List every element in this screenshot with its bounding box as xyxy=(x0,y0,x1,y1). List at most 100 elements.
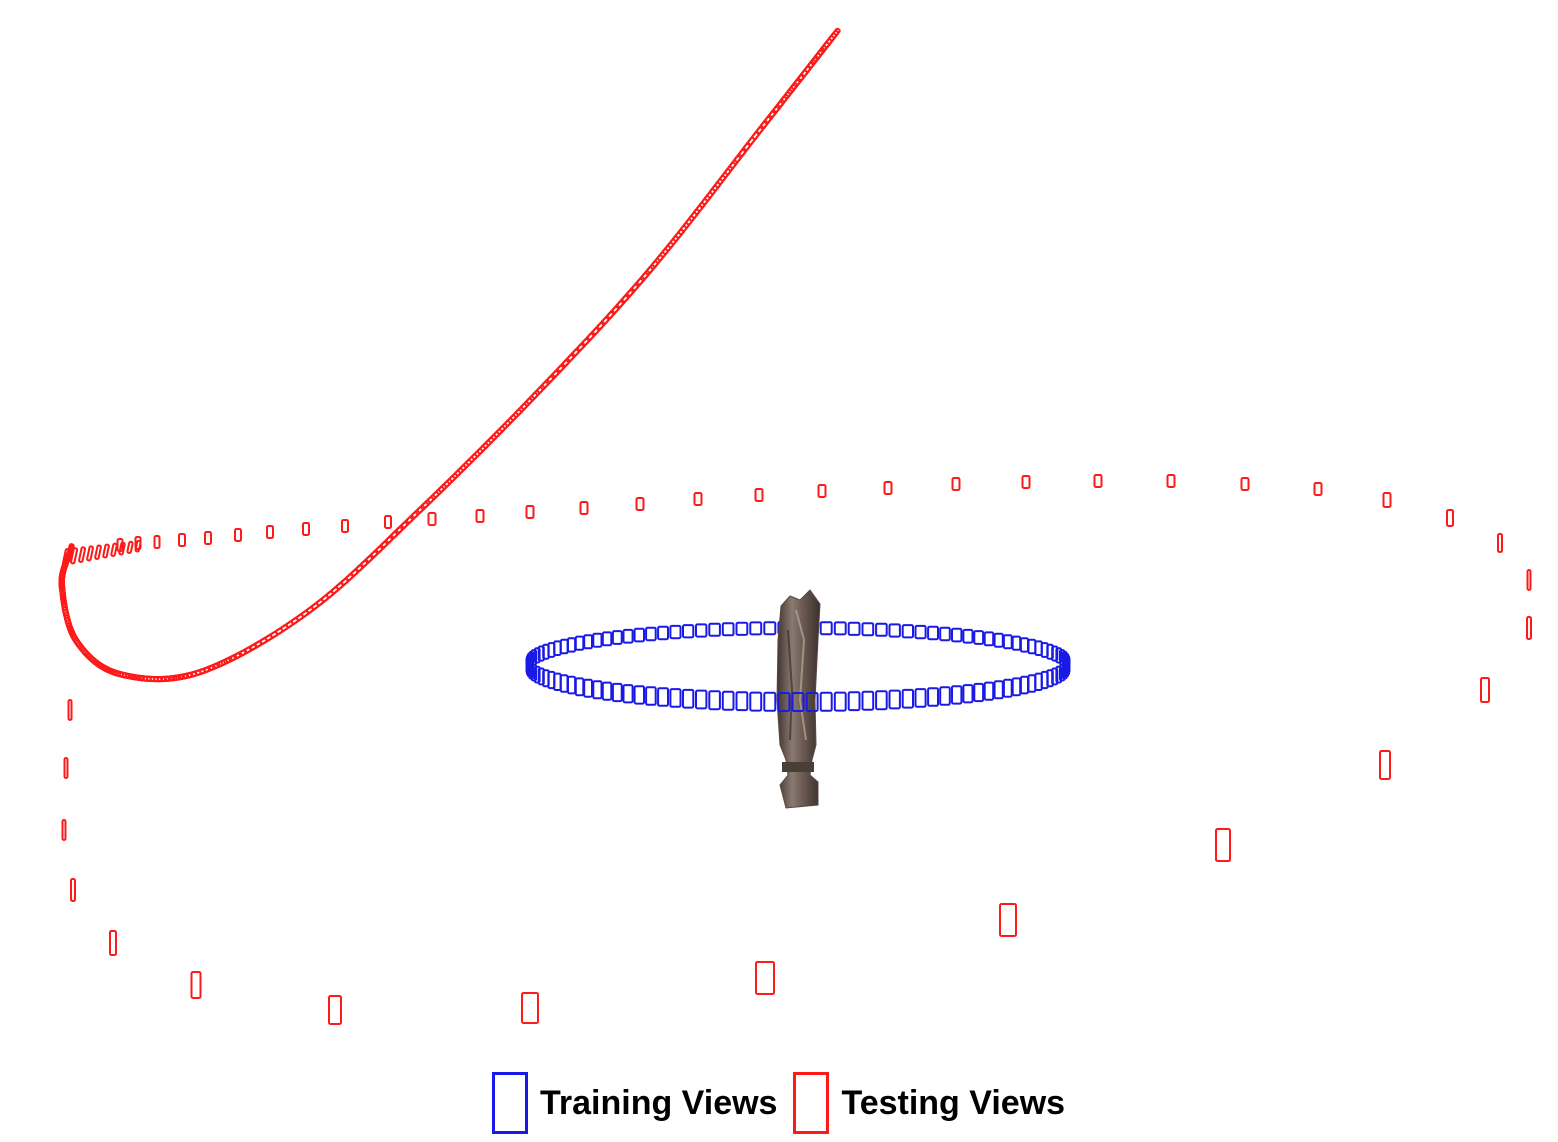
testing-view-frame xyxy=(537,376,554,393)
testing-view-frame xyxy=(316,591,333,606)
testing-view-frame xyxy=(516,398,533,415)
training-view-frame xyxy=(658,688,668,706)
testing-view-frame xyxy=(739,137,755,156)
training-view-frame xyxy=(835,693,846,711)
training-view-frame xyxy=(603,632,612,645)
testing-view-frame xyxy=(306,599,324,614)
testing-view-frame xyxy=(527,506,534,518)
testing-view-frame xyxy=(110,931,116,955)
testing-view-frame xyxy=(483,432,500,449)
testing-view-frame xyxy=(311,595,328,610)
testing-view-frame xyxy=(422,492,439,509)
testing-view-frame xyxy=(1216,829,1230,861)
testing-view-frame xyxy=(632,273,649,291)
testing-view-frame xyxy=(179,534,185,546)
legend: Training Views Testing Views xyxy=(492,1068,1081,1138)
testing-view-frame xyxy=(499,415,516,432)
testing-view-frame xyxy=(433,481,450,498)
testing-view-frame xyxy=(296,607,314,621)
testing-view-frame xyxy=(572,338,589,356)
testing-view-frame xyxy=(557,354,574,371)
testing-view-frame xyxy=(455,459,472,476)
testing-view-frame xyxy=(510,403,527,420)
testing-view-frame xyxy=(69,700,72,720)
testing-view-frame xyxy=(652,249,668,268)
training-view-frame xyxy=(683,625,693,637)
training-view-frame xyxy=(624,630,633,643)
testing-view-frame xyxy=(1498,534,1502,552)
testing-views-swatch xyxy=(793,1072,829,1134)
testing-view-frame xyxy=(303,523,309,535)
testing-view-frame xyxy=(391,522,408,538)
testing-view-frame xyxy=(637,267,654,285)
training-view-frame xyxy=(584,680,592,697)
testing-view-frame xyxy=(76,642,90,658)
testing-view-frame xyxy=(291,610,309,624)
training-view-frame xyxy=(821,622,832,634)
training-view-frame xyxy=(737,692,748,710)
training-view-frame xyxy=(916,626,926,638)
training-view-frame xyxy=(1035,674,1041,690)
training-view-frame xyxy=(940,628,950,641)
training-view-frame xyxy=(576,678,584,695)
training-view-frame xyxy=(723,623,734,635)
testing-view-frame xyxy=(1095,475,1102,487)
testing-view-frame xyxy=(642,261,658,279)
training-view-frame xyxy=(561,640,568,654)
testing-view-frame xyxy=(587,322,604,340)
testing-view-frame xyxy=(329,996,341,1024)
testing-view-frame xyxy=(71,879,75,901)
testing-view-frame xyxy=(265,628,283,641)
testing-view-frame xyxy=(417,497,434,513)
training-view-frame xyxy=(952,686,961,703)
training-view-frame xyxy=(696,691,706,709)
testing-view-frame xyxy=(1242,478,1249,490)
testing-view-frame xyxy=(612,295,629,313)
testing-view-frame xyxy=(577,333,594,351)
testing-view-frame xyxy=(1023,476,1030,488)
testing-view-frame xyxy=(505,409,522,426)
testing-view-frame xyxy=(1315,483,1322,495)
testing-view-frame xyxy=(429,513,436,525)
testing-view-frame xyxy=(427,486,444,503)
training-view-frame xyxy=(603,683,612,700)
testing-view-frame xyxy=(235,529,241,541)
training-view-frame xyxy=(584,635,592,648)
testing-view-frame xyxy=(79,547,86,562)
testing-view-frame xyxy=(1380,751,1390,779)
testing-view-frame xyxy=(270,624,288,638)
testing-view-frame xyxy=(567,344,584,362)
training-view-frame xyxy=(876,691,887,709)
testing-view-frame xyxy=(472,443,489,460)
testing-view-frame xyxy=(103,544,109,557)
training-view-frame xyxy=(561,675,568,692)
testing-view-frame xyxy=(1447,510,1453,526)
testing-view-frame xyxy=(412,502,429,518)
training-view-frame xyxy=(1021,677,1028,694)
training-view-frame xyxy=(646,687,656,705)
testing-view-frame xyxy=(361,551,378,567)
testing-view-frame xyxy=(885,482,892,494)
training-view-frame xyxy=(737,623,748,635)
testing-view-frame xyxy=(136,537,141,549)
testing-view-frame xyxy=(689,202,705,221)
testing-view-frame xyxy=(396,517,413,533)
testing-view-frame xyxy=(532,381,549,398)
training-view-frame xyxy=(593,634,601,647)
testing-view-frame xyxy=(756,962,774,994)
testing-view-frame xyxy=(385,516,391,528)
testing-view-frame xyxy=(386,527,403,543)
training-view-frame xyxy=(985,683,994,700)
testing-view-frame xyxy=(668,229,684,248)
testing-view-frame xyxy=(592,317,609,335)
testing-view-frame xyxy=(602,306,619,324)
training-view-frame xyxy=(576,637,584,650)
training-view-frame xyxy=(554,641,560,655)
testing-view-frame xyxy=(715,169,731,188)
testing-view-frame xyxy=(87,546,93,561)
testing-view-frame xyxy=(155,536,160,548)
testing-view-frame xyxy=(205,532,211,544)
training-view-frame xyxy=(916,689,926,707)
testing-view-frame xyxy=(477,510,484,522)
testing-view-frame xyxy=(1168,475,1175,487)
